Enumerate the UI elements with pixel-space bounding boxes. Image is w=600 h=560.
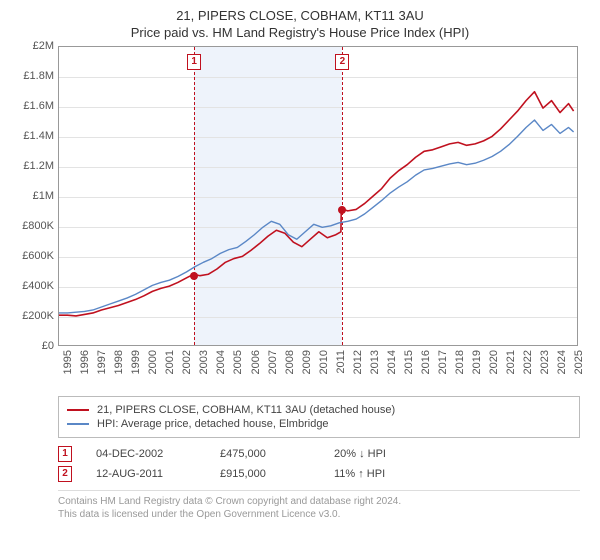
sale-row-date: 12-AUG-2011: [96, 468, 196, 480]
x-axis-label: 2007: [267, 350, 279, 374]
sales-table: 1 04-DEC-2002 £475,000 20% ↓ HPI 2 12-AUG-201…: [58, 446, 580, 482]
x-axis-label: 2006: [250, 350, 262, 374]
sale-row-diff: 11% ↑ HPI: [334, 468, 454, 480]
y-axis-label: £1.4M: [10, 130, 54, 142]
line-layer: [59, 47, 577, 345]
x-axis-label: 2011: [335, 350, 347, 374]
footer-line-1: Contains HM Land Registry data © Crown c…: [58, 495, 580, 508]
x-axis-label: 2003: [198, 350, 210, 374]
x-axis-label: 2023: [539, 350, 551, 374]
x-axis-label: 2009: [301, 350, 313, 374]
sale-row-flag: 1: [58, 446, 72, 462]
x-axis-label: 1997: [96, 350, 108, 374]
footer-line-2: This data is licensed under the Open Gov…: [58, 508, 580, 521]
x-axis-label: 2020: [488, 350, 500, 374]
sale-row: 1 04-DEC-2002 £475,000 20% ↓ HPI: [58, 446, 580, 462]
legend-label: HPI: Average price, detached house, Elmb…: [97, 418, 329, 430]
title-block: 21, PIPERS CLOSE, COBHAM, KT11 3AU Price…: [10, 8, 590, 40]
footer: Contains HM Land Registry data © Crown c…: [58, 490, 580, 521]
x-axis-label: 2013: [369, 350, 381, 374]
title-address: 21, PIPERS CLOSE, COBHAM, KT11 3AU: [10, 8, 590, 23]
sale-row-diff: 20% ↓ HPI: [334, 448, 454, 460]
legend-item: HPI: Average price, detached house, Elmb…: [67, 418, 571, 430]
plot-area: 12: [58, 46, 578, 346]
sale-row: 2 12-AUG-2011 £915,000 11% ↑ HPI: [58, 466, 580, 482]
x-axis-label: 2025: [573, 350, 585, 374]
y-axis-label: £600K: [10, 250, 54, 262]
x-axis-label: 1996: [79, 350, 91, 374]
sale-marker-flag: 2: [335, 54, 349, 70]
x-axis-label: 2019: [471, 350, 483, 374]
y-axis-label: £800K: [10, 220, 54, 232]
x-axis-label: 2012: [352, 350, 364, 374]
legend-item: 21, PIPERS CLOSE, COBHAM, KT11 3AU (deta…: [67, 404, 571, 416]
x-axis-label: 1998: [113, 350, 125, 374]
y-axis-label: £1M: [10, 190, 54, 202]
y-axis-label: £400K: [10, 280, 54, 292]
sale-marker-dot: [190, 272, 198, 280]
series-property: [59, 92, 574, 316]
x-axis-label: 1995: [62, 350, 74, 374]
legend-swatch: [67, 409, 89, 411]
x-axis-label: 2005: [232, 350, 244, 374]
sale-row-price: £475,000: [220, 448, 310, 460]
x-axis-label: 2014: [386, 350, 398, 374]
legend-label: 21, PIPERS CLOSE, COBHAM, KT11 3AU (deta…: [97, 404, 395, 416]
x-axis-label: 2024: [556, 350, 568, 374]
sale-marker-flag: 1: [187, 54, 201, 70]
x-axis-label: 2015: [403, 350, 415, 374]
series-hpi: [59, 120, 574, 313]
x-axis-label: 2004: [215, 350, 227, 374]
sale-marker-dot: [338, 206, 346, 214]
x-axis-label: 2018: [454, 350, 466, 374]
title-subtitle: Price paid vs. HM Land Registry's House …: [10, 25, 590, 40]
x-axis-label: 2008: [284, 350, 296, 374]
x-axis-label: 2000: [147, 350, 159, 374]
sale-row-date: 04-DEC-2002: [96, 448, 196, 460]
sale-row-price: £915,000: [220, 468, 310, 480]
y-axis-label: £0: [10, 340, 54, 352]
x-axis-label: 2002: [181, 350, 193, 374]
chart-zone: 12 £0£200K£400K£600K£800K£1M£1.2M£1.4M£1…: [10, 46, 590, 396]
y-axis-label: £1.8M: [10, 70, 54, 82]
x-axis-label: 1999: [130, 350, 142, 374]
x-axis-label: 2017: [437, 350, 449, 374]
x-axis-label: 2022: [522, 350, 534, 374]
x-axis-label: 2010: [318, 350, 330, 374]
sale-row-flag: 2: [58, 466, 72, 482]
y-axis-label: £1.6M: [10, 100, 54, 112]
y-axis-label: £200K: [10, 310, 54, 322]
legend-swatch: [67, 423, 89, 425]
figure-root: 21, PIPERS CLOSE, COBHAM, KT11 3AU Price…: [0, 0, 600, 560]
x-axis-label: 2016: [420, 350, 432, 374]
y-axis-label: £1.2M: [10, 160, 54, 172]
x-axis-label: 2021: [505, 350, 517, 374]
x-axis-label: 2001: [164, 350, 176, 374]
y-axis-label: £2M: [10, 40, 54, 52]
legend: 21, PIPERS CLOSE, COBHAM, KT11 3AU (deta…: [58, 396, 580, 438]
